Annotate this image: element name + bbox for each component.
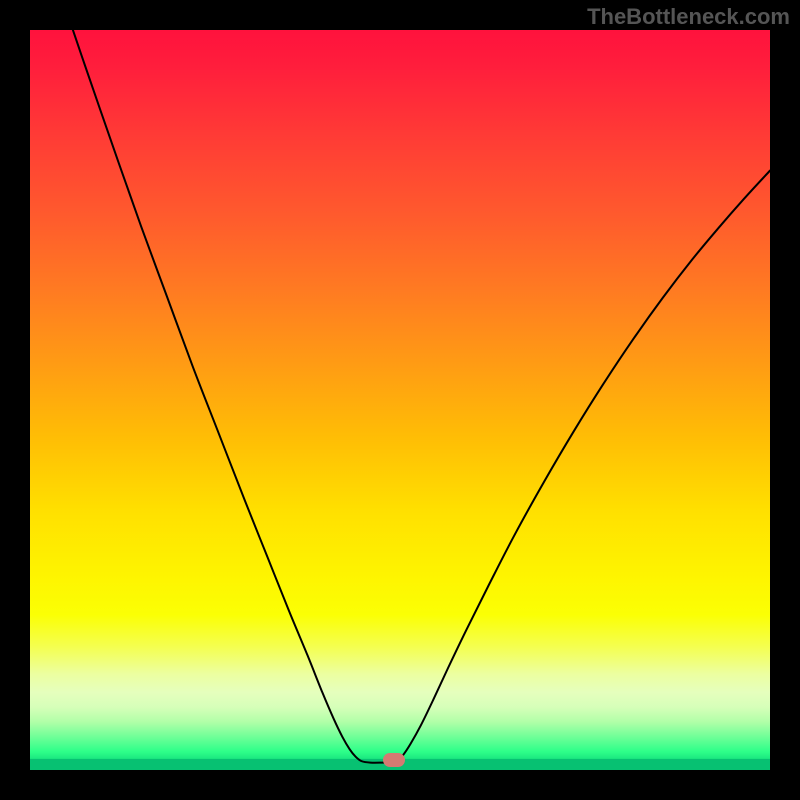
optimum-marker: [383, 753, 405, 767]
watermark-text: TheBottleneck.com: [587, 4, 790, 30]
plot-area: [30, 30, 770, 770]
bottleneck-curve: [30, 30, 770, 770]
